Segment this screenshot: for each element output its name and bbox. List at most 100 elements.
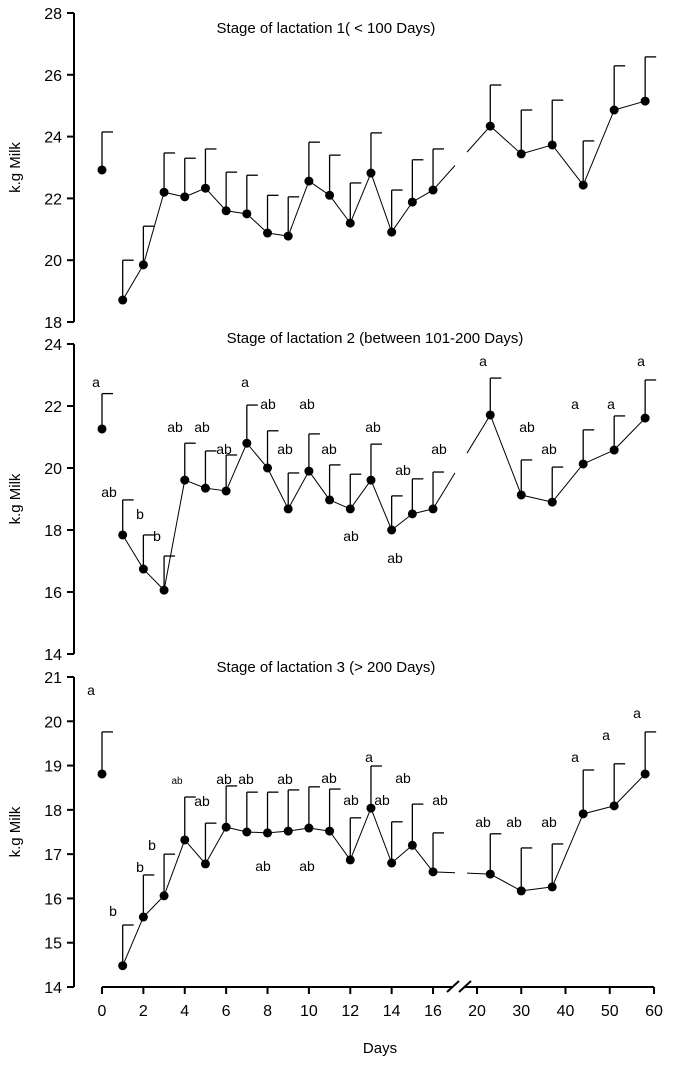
significance-label: ab bbox=[541, 441, 557, 457]
series-segment bbox=[349, 479, 372, 510]
data-point bbox=[387, 227, 397, 237]
significance-label: ab bbox=[374, 792, 390, 808]
data-point bbox=[242, 827, 252, 837]
y-tick-label: 17 bbox=[44, 847, 62, 864]
data-point bbox=[345, 218, 355, 228]
x-tick-label: 10 bbox=[300, 1003, 318, 1020]
series-segment bbox=[582, 109, 615, 186]
significance-label: ab bbox=[321, 770, 337, 786]
x-tick-label: 16 bbox=[424, 1003, 442, 1020]
y-tick-label: 24 bbox=[44, 130, 62, 147]
significance-label: ab bbox=[365, 419, 381, 435]
data-point bbox=[428, 504, 438, 514]
series-segment bbox=[391, 201, 413, 233]
data-point bbox=[609, 105, 619, 115]
data-point bbox=[345, 504, 355, 514]
panel-1: Stage of lactation 1( < 100 Days) 18 20 22 2… bbox=[7, 6, 657, 332]
data-point bbox=[516, 490, 526, 500]
significance-label: ab bbox=[506, 814, 522, 830]
x-tick-label: 0 bbox=[98, 1003, 107, 1020]
x-tick-label: 50 bbox=[601, 1003, 619, 1020]
data-point bbox=[366, 803, 376, 813]
series-segment bbox=[246, 442, 268, 469]
significance-label: ab bbox=[299, 396, 315, 412]
data-point bbox=[407, 509, 417, 519]
series-segment bbox=[551, 144, 584, 186]
series-segment bbox=[489, 125, 522, 155]
data-point bbox=[387, 858, 397, 868]
data-point bbox=[547, 140, 557, 150]
data-point bbox=[428, 185, 438, 195]
data-point bbox=[200, 483, 210, 493]
data-point bbox=[263, 228, 273, 238]
series-segment bbox=[308, 470, 330, 501]
data-point bbox=[118, 295, 128, 305]
significance-label: ab bbox=[541, 814, 557, 830]
y-tick-label: 21 bbox=[44, 670, 62, 687]
series-segment bbox=[370, 807, 393, 864]
significance-label: b bbox=[153, 528, 161, 544]
significance-label: ab bbox=[395, 462, 411, 478]
data-point bbox=[547, 882, 557, 892]
series-segment bbox=[143, 568, 165, 591]
data-point bbox=[609, 801, 619, 811]
data-point bbox=[242, 209, 252, 219]
y-tick-label: 19 bbox=[44, 759, 62, 776]
series-segment bbox=[184, 839, 206, 865]
y-tick-label: 14 bbox=[44, 980, 62, 997]
x-tick-label: 60 bbox=[645, 1003, 663, 1020]
x-tick-label: 12 bbox=[341, 1003, 359, 1020]
significance-label: a bbox=[92, 374, 100, 390]
data-point bbox=[428, 867, 438, 877]
series-segment bbox=[205, 187, 227, 212]
data-point bbox=[138, 564, 148, 574]
y-tick-label: 22 bbox=[44, 399, 62, 416]
y-tick-label: 20 bbox=[44, 253, 62, 270]
significance-label: ab bbox=[277, 771, 293, 787]
significance-label: b bbox=[136, 506, 144, 522]
series-segment bbox=[466, 414, 491, 454]
series-segment bbox=[582, 449, 615, 465]
series-segment bbox=[287, 470, 310, 510]
y-tick-label: 18 bbox=[44, 315, 62, 332]
x-tick-label: 4 bbox=[180, 1003, 189, 1020]
x-tick-label: 6 bbox=[222, 1003, 231, 1020]
y-tick-label: 18 bbox=[44, 523, 62, 540]
series-segment bbox=[122, 534, 144, 570]
x-tick-label: 30 bbox=[512, 1003, 530, 1020]
panel-title: Stage of lactation 2 (between 101-200 Da… bbox=[227, 330, 524, 347]
data-point bbox=[159, 187, 169, 197]
data-point bbox=[640, 96, 650, 106]
data-point bbox=[180, 475, 190, 485]
data-point bbox=[97, 424, 107, 434]
significance-label: a bbox=[571, 749, 579, 765]
data-point bbox=[325, 190, 335, 200]
x-tick-label: 20 bbox=[468, 1003, 486, 1020]
series-segment bbox=[163, 839, 186, 896]
data-point bbox=[263, 828, 273, 838]
series-segment bbox=[614, 100, 646, 111]
data-point bbox=[485, 869, 495, 879]
data-point bbox=[138, 912, 148, 922]
data-point bbox=[325, 495, 335, 505]
data-point bbox=[283, 826, 293, 836]
data-point bbox=[200, 859, 210, 869]
series-segment bbox=[411, 844, 434, 873]
series-segment bbox=[205, 826, 227, 865]
data-point bbox=[180, 192, 190, 202]
series-segment bbox=[122, 264, 144, 301]
data-point bbox=[221, 822, 231, 832]
data-point bbox=[578, 809, 588, 819]
y-tick-label: 24 bbox=[44, 337, 62, 354]
significance-label: a bbox=[637, 353, 645, 369]
data-point bbox=[640, 769, 650, 779]
data-point bbox=[283, 231, 293, 241]
significance-label: ab bbox=[299, 858, 315, 874]
series-segment bbox=[143, 895, 165, 918]
series-segment bbox=[246, 213, 268, 234]
series-segment bbox=[287, 180, 310, 237]
data-point bbox=[118, 530, 128, 540]
series-segment bbox=[329, 195, 351, 224]
significance-label: a bbox=[607, 396, 615, 412]
significance-label: ab bbox=[194, 419, 210, 435]
